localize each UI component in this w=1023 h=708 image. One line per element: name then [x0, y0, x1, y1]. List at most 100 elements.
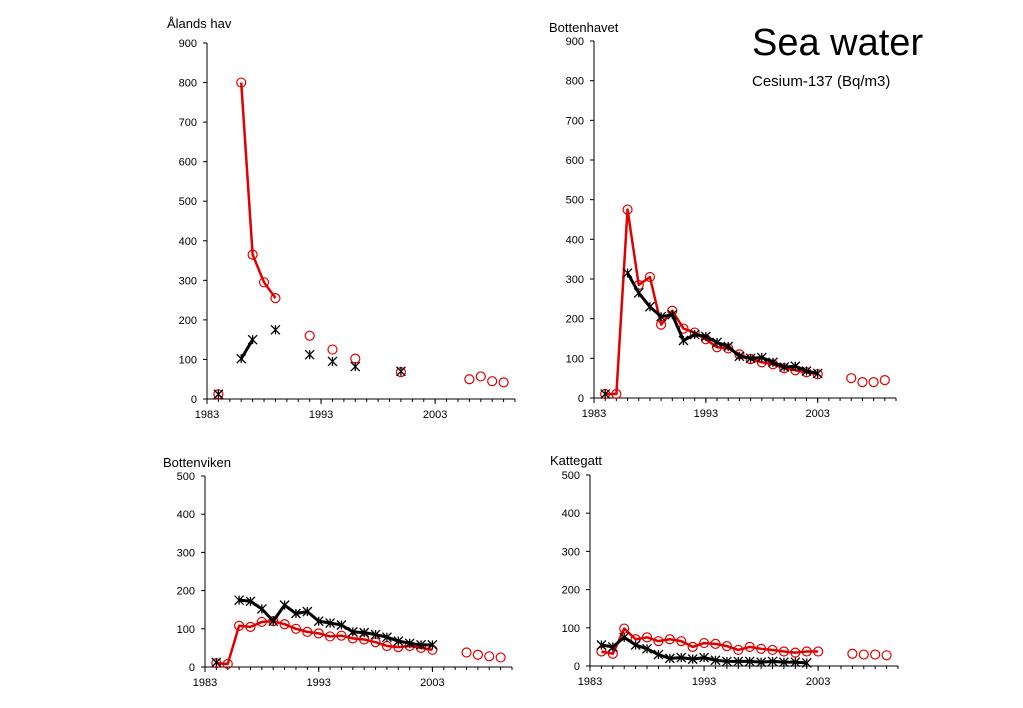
data-point-circle	[290, 623, 302, 634]
y-tick-label: 0	[578, 393, 584, 405]
data-point-circle	[881, 650, 892, 661]
y-tick-label: 300	[179, 275, 197, 287]
chart-panel: Bottenhavet 0 100 200 300 400 500 600 700 800 900 1…	[549, 20, 897, 420]
data-point-circle	[847, 648, 858, 659]
data-point-circle	[710, 638, 721, 649]
data-point-asterisk	[393, 636, 404, 646]
data-point-asterisk	[644, 301, 655, 312]
y-tick-label: 900	[566, 36, 584, 48]
y-tick-label: 100	[179, 354, 197, 366]
data-point-circle	[472, 649, 483, 660]
data-point-circle	[304, 330, 315, 341]
data-point-circle	[245, 621, 256, 632]
data-point-circle	[464, 374, 475, 385]
data-point-circle	[744, 641, 755, 653]
data-point-asterisk	[302, 606, 313, 617]
data-point-circle	[879, 375, 890, 386]
series-line-black	[626, 272, 819, 375]
data-point-circle	[653, 636, 664, 647]
y-tick-label: 500	[177, 471, 195, 483]
data-point-circle	[461, 647, 472, 658]
y-tick-label: 900	[179, 38, 197, 50]
x-tick-label: 1983	[193, 677, 217, 689]
y-tick-label: 300	[562, 546, 580, 558]
data-point-asterisk	[710, 655, 721, 666]
x-tick-label: 1983	[195, 409, 219, 421]
x-tick-label: 2003	[423, 409, 447, 421]
data-point-asterisk	[656, 311, 667, 322]
y-tick-label: 600	[566, 155, 584, 167]
x-tick-label: 1993	[306, 677, 330, 689]
y-tick-label: 500	[179, 196, 197, 208]
data-point-asterisk	[347, 626, 358, 637]
data-point-circle	[687, 641, 698, 653]
chart-panel: Bottenviken 0 100 200 300 400 500 1983 1993 2003	[163, 455, 513, 689]
y-tick-label: 800	[179, 78, 197, 90]
series-line-black	[239, 338, 254, 360]
data-point-asterisk	[381, 632, 392, 643]
data-point-circle	[858, 649, 869, 660]
data-point-asterisk	[678, 335, 689, 346]
y-tick-label: 200	[179, 315, 197, 327]
data-point-circle	[324, 631, 336, 642]
data-point-asterisk	[291, 608, 301, 619]
x-tick-label: 2003	[806, 676, 830, 688]
data-point-asterisk	[279, 600, 290, 611]
data-point-asterisk	[687, 654, 698, 665]
data-point-asterisk	[313, 616, 324, 627]
data-point-circle	[327, 344, 338, 355]
data-point-asterisk	[801, 657, 812, 668]
main-subtitle: Cesium-137 (Bq/m3)	[752, 73, 891, 90]
data-point-asterisk	[600, 389, 611, 399]
main-title: Sea water	[752, 22, 924, 64]
data-point-asterisk	[778, 657, 789, 668]
x-tick-label: 2003	[420, 677, 444, 689]
series-line-red	[239, 82, 277, 299]
data-point-asterisk	[664, 653, 675, 664]
y-tick-label: 800	[566, 76, 584, 88]
data-point-asterisk	[211, 657, 222, 668]
data-point-asterisk	[721, 656, 732, 667]
data-point-asterisk	[642, 643, 652, 654]
y-tick-label: 200	[566, 314, 584, 326]
data-point-circle	[846, 373, 857, 384]
data-point-asterisk	[325, 618, 336, 629]
data-point-asterisk	[350, 361, 361, 372]
data-point-asterisk	[622, 268, 633, 279]
data-point-asterisk	[768, 357, 778, 368]
data-point-asterisk	[213, 389, 224, 400]
data-point-circle	[813, 646, 824, 657]
data-point-asterisk	[744, 656, 755, 667]
data-point-asterisk	[733, 656, 744, 667]
data-point-asterisk	[745, 353, 756, 364]
data-point-circle	[778, 646, 790, 657]
data-point-circle	[487, 376, 498, 387]
x-tick-label: 2003	[805, 408, 829, 420]
data-point-circle	[721, 641, 732, 652]
data-point-asterisk	[630, 640, 641, 650]
data-point-circle	[870, 649, 881, 660]
x-tick-label: 1993	[309, 409, 333, 421]
y-tick-label: 500	[562, 470, 580, 482]
data-point-asterisk	[700, 331, 711, 342]
data-point-circle	[698, 637, 710, 649]
y-tick-label: 500	[566, 195, 584, 207]
data-point-asterisk	[767, 656, 778, 667]
data-point-circle	[258, 277, 270, 288]
series-line-red	[601, 627, 819, 656]
data-point-asterisk	[247, 334, 258, 345]
data-point-asterisk	[395, 366, 406, 377]
data-point-asterisk	[712, 337, 722, 348]
y-tick-label: 300	[177, 547, 195, 559]
data-point-circle	[222, 658, 233, 670]
data-point-asterisk	[723, 341, 734, 352]
data-point-asterisk	[667, 309, 678, 320]
data-point-circle	[641, 632, 653, 643]
data-point-circle	[767, 644, 778, 656]
data-point-circle	[498, 377, 509, 388]
data-point-asterisk	[370, 629, 381, 640]
y-tick-label: 100	[562, 623, 580, 635]
data-point-circle	[475, 371, 486, 382]
data-point-asterisk	[268, 616, 279, 627]
chart-title: Kattegatt	[550, 453, 602, 468]
